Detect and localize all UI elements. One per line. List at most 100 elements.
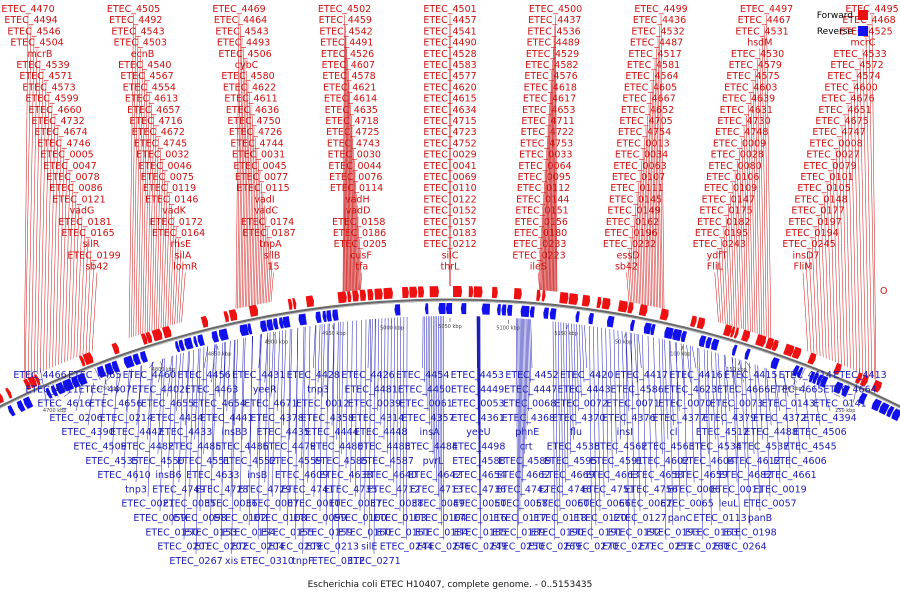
reverse-connector: [289, 328, 293, 440]
reverse-connector: [689, 345, 695, 483]
forward-connector: [714, 272, 719, 323]
forward-gene-label: ETEC_4540: [118, 60, 171, 71]
forward-connector: [547, 126, 550, 291]
reverse-connector: [94, 367, 101, 381]
reverse-gene: [71, 375, 81, 388]
reverse-connector: [557, 321, 561, 512]
scale-tick: [274, 333, 276, 338]
forward-gene-label: rhsE: [170, 239, 191, 250]
reverse-gene-label: ETEC_4610: [97, 470, 150, 481]
forward-gene: [223, 310, 229, 323]
reverse-connector: [696, 347, 702, 469]
forward-gene-label: ETEC_4725: [326, 127, 379, 138]
forward-gene-label: ETEC_4542: [319, 26, 372, 37]
forward-connector: [635, 205, 639, 304]
forward-gene: [568, 293, 579, 305]
forward-connector: [650, 93, 654, 307]
reverse-gene-label: ETEC_0053: [451, 399, 504, 410]
forward-gene-label: ETEC_0041: [423, 161, 476, 172]
forward-gene-label: ETEC_4582: [525, 60, 578, 71]
forward-connector: [343, 26, 346, 292]
forward-gene: [741, 329, 751, 342]
reverse-gene-label: ETEC_4361: [451, 413, 504, 424]
reverse-connector: [257, 334, 262, 540]
forward-gene-label: vadG: [70, 206, 95, 217]
forward-connector: [550, 82, 553, 292]
reverse-gene-label: ETEC_0161: [377, 527, 430, 538]
reverse-connector: [406, 316, 408, 540]
reverse-connector: [703, 349, 709, 454]
reverse-gene: [279, 317, 284, 329]
reverse-gene: [797, 366, 804, 379]
forward-gene: [541, 290, 546, 302]
reverse-connector: [735, 358, 741, 540]
reverse-connector: [241, 337, 246, 440]
legend-forward-label: Forward: [817, 11, 853, 21]
forward-connector: [353, 171, 356, 291]
forward-connector: [58, 149, 65, 365]
forward-connector: [61, 160, 68, 364]
reverse-gene: [45, 387, 53, 399]
reverse-connector: [520, 318, 523, 483]
reverse-connector: [629, 332, 634, 397]
reverse-connector: [576, 324, 579, 411]
reverse-connector: [393, 317, 395, 483]
forward-connector: [176, 250, 182, 324]
forward-gene: [409, 286, 418, 298]
reverse-gene: [481, 303, 491, 315]
reverse-connector: [325, 323, 329, 526]
forward-connector: [546, 149, 549, 291]
reverse-gene-label: ETEC_0019: [753, 484, 806, 495]
reverse-gene-label: ETEC_4751: [582, 484, 635, 495]
forward-connector: [267, 250, 271, 303]
reverse-gene: [326, 310, 332, 322]
forward-connector: [750, 93, 756, 333]
reverse-connector: [715, 352, 721, 512]
reverse-connector: [613, 329, 617, 454]
forward-gene-label: ETEC_4504: [10, 38, 63, 49]
reverse-connector: [823, 389, 831, 411]
forward-gene-label: ETEC_0205: [334, 239, 387, 250]
reverse-connector: [593, 326, 597, 526]
forward-gene-label: ETEC_4546: [7, 26, 60, 37]
reverse-gene-label: ETEC_0270: [565, 542, 618, 553]
reverse-gene-label: ETEC_0118: [533, 513, 586, 524]
forward-connector: [542, 205, 545, 291]
forward-gene-label: ETEC_0144: [516, 194, 569, 205]
reverse-gene-label: insI: [617, 427, 633, 438]
reverse-gene-label: ETEC_0141: [813, 399, 866, 410]
reverse-connector: [555, 321, 558, 526]
reverse-gene-label: ETEC_4623: [664, 384, 717, 395]
reverse-gene-label: ETEC_4417: [615, 370, 668, 381]
reverse-connector: [723, 354, 729, 497]
reverse-gene-label: insB6: [155, 470, 181, 481]
reverse-gene-label: ETEC_4616: [37, 399, 90, 410]
reverse-gene-label: cl: [670, 427, 678, 438]
forward-gene: [689, 315, 697, 328]
forward-gene: [228, 309, 238, 322]
forward-gene-label: ETEC_4599: [25, 94, 78, 105]
forward-gene-label: ETEC_0157: [423, 217, 476, 228]
forward-connector: [541, 227, 543, 291]
forward-gene-label: ETEC_4605: [624, 82, 677, 93]
forward-gene: [337, 291, 347, 304]
forward-gene-label: ETEC_4674: [34, 127, 87, 138]
reverse-gene-label: ETEC_4728: [195, 484, 248, 495]
forward-gene-label: ETEC_4490: [423, 38, 476, 49]
forward-connector: [257, 171, 261, 305]
backbone-arc: [0, 298, 900, 409]
reverse-gene-label: ETEC_4481: [345, 384, 398, 395]
reverse-connector: [367, 319, 370, 369]
reverse-gene: [497, 304, 501, 316]
forward-gene-label: ETEC_4543: [111, 26, 164, 37]
forward-connector: [73, 205, 80, 359]
forward-gene-label: ETEC_4622: [223, 82, 276, 93]
forward-gene: [23, 378, 32, 391]
reverse-connector: [396, 317, 398, 497]
reverse-connector: [390, 317, 392, 469]
forward-gene-label: ETEC_4718: [325, 116, 378, 127]
reverse-gene-label: tnpF: [292, 556, 313, 567]
reverse-connector: [633, 333, 638, 383]
forward-connector: [235, 14, 240, 309]
forward-gene-label: ETEC_0047: [43, 161, 96, 172]
